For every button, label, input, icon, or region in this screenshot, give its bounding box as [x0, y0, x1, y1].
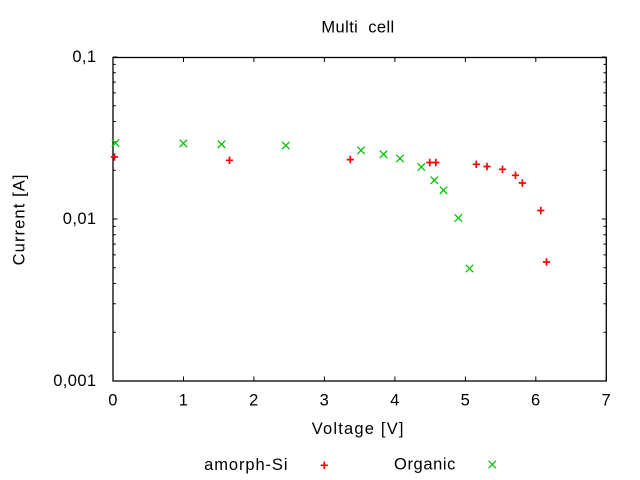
svg-text:4: 4 — [390, 392, 400, 410]
svg-text:0,001: 0,001 — [53, 372, 96, 390]
svg-text:0,01: 0,01 — [63, 210, 97, 228]
svg-text:Voltage [V]: Voltage [V] — [312, 420, 405, 438]
svg-text:0: 0 — [108, 392, 118, 410]
svg-text:Multi cell: Multi cell — [321, 19, 394, 37]
svg-text:1: 1 — [179, 392, 189, 410]
svg-text:3: 3 — [320, 392, 330, 410]
svg-text:Organic: Organic — [394, 456, 456, 474]
svg-text:Current [A]: Current [A] — [11, 173, 29, 265]
svg-text:2: 2 — [249, 392, 259, 410]
svg-text:5: 5 — [461, 392, 471, 410]
svg-text:0,1: 0,1 — [72, 48, 96, 66]
svg-text:7: 7 — [602, 392, 612, 410]
svg-text:amorph-Si: amorph-Si — [204, 456, 288, 474]
svg-text:6: 6 — [531, 392, 541, 410]
